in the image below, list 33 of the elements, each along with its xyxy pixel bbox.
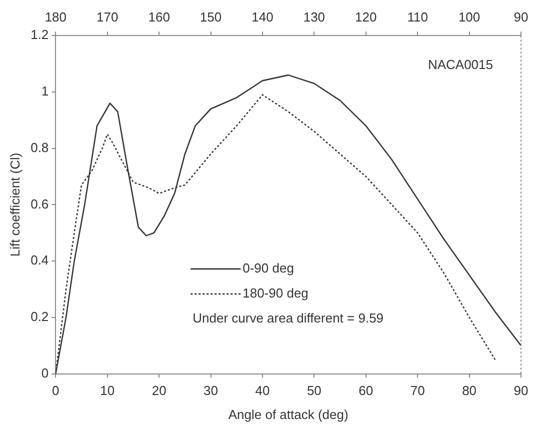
x-tick-label: 30 — [204, 383, 218, 398]
x-tick-label: 40 — [255, 383, 270, 398]
x2-tick-label: 180 — [44, 9, 67, 24]
y-tick-label: 0.2 — [30, 309, 49, 324]
x-tick-label: 80 — [462, 383, 477, 398]
x2-tick-label: 130 — [303, 9, 326, 24]
x2-tick-label: 90 — [514, 9, 528, 24]
x-tick-label: 90 — [514, 383, 528, 398]
x-tick-label: 70 — [410, 383, 425, 398]
y-tick-label: 0 — [41, 365, 49, 380]
x-tick-label: 60 — [358, 383, 374, 398]
annotation: Under curve area different = 9.59 — [192, 310, 384, 326]
x-tick-label: 10 — [100, 383, 115, 398]
y-tick-label: 0.6 — [30, 196, 49, 212]
y-axis-title: Lift coefficient (Cl) — [7, 152, 22, 257]
x-tick-label: 20 — [152, 383, 166, 398]
x2-tick-label: 120 — [355, 9, 377, 24]
x2-tick-label: 150 — [200, 9, 222, 24]
x-axis-title: Angle of attack (deg) — [228, 406, 348, 422]
x-tick-label: 0 — [52, 383, 60, 398]
annotation: NACA0015 — [428, 57, 493, 72]
legend-label: 0-90 deg — [242, 260, 294, 276]
y-tick-label: 0.8 — [30, 140, 49, 155]
legend-label: 180-90 deg — [242, 286, 308, 301]
y-tick-label: 1.2 — [30, 27, 49, 42]
y-tick-label: 0.4 — [30, 252, 49, 268]
x2-tick-label: 100 — [458, 9, 480, 24]
x2-tick-label: 140 — [252, 9, 274, 24]
x2-tick-label: 160 — [148, 9, 170, 24]
x-tick-label: 50 — [306, 383, 322, 398]
x2-tick-label: 170 — [96, 9, 118, 24]
x2-tick-label: 110 — [407, 9, 428, 24]
y-tick-label: 1 — [41, 84, 49, 99]
